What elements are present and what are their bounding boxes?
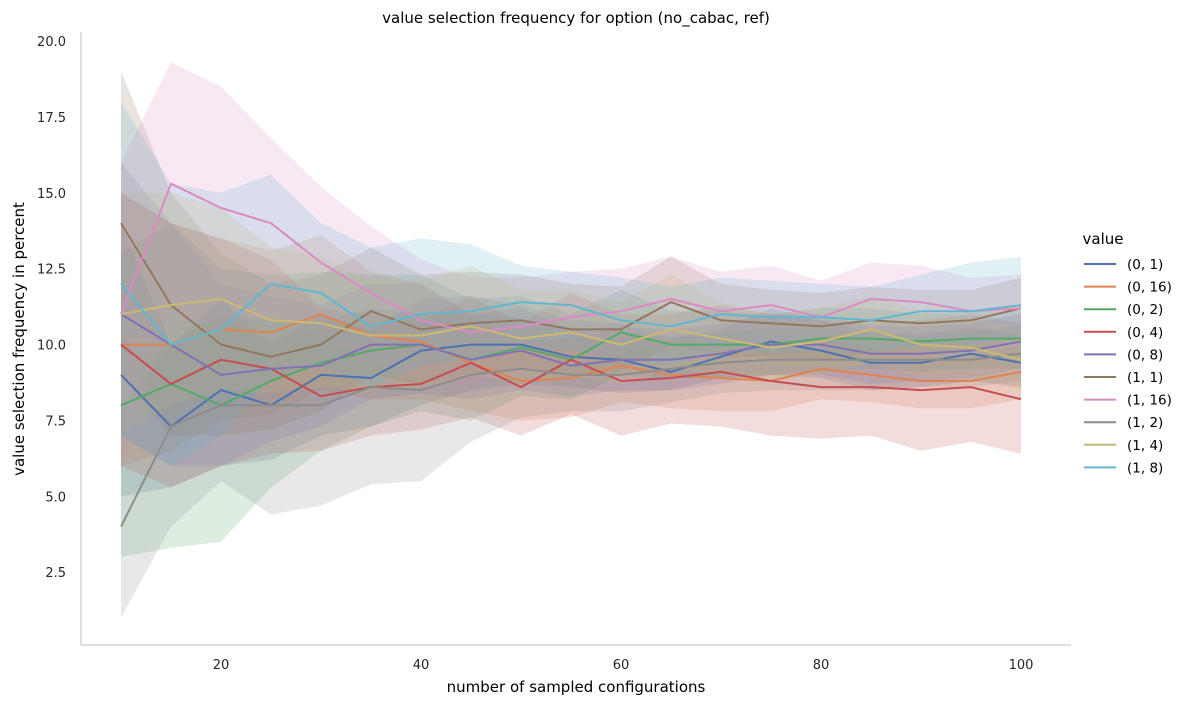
y-tick-labels: 2.5 5.0 7.5 10.0 12.5 15.0 17.5 20.0 bbox=[37, 35, 66, 581]
legend: value (0, 1) (0, 16) (0, 2) (0, 4) (0, 8) (1,… bbox=[1083, 230, 1172, 476]
series-2-confidence-band bbox=[121, 223, 1021, 557]
legend-label: (0, 2) bbox=[1127, 302, 1163, 318]
y-tick-label: 2.5 bbox=[45, 566, 66, 581]
x-tick-label: 80 bbox=[813, 658, 830, 673]
x-tick-labels: 20 40 60 80 100 bbox=[213, 658, 1034, 673]
series-1-line bbox=[121, 313, 1022, 382]
series-8-line bbox=[120, 298, 1022, 361]
legend-label: (1, 2) bbox=[1127, 415, 1163, 431]
x-tick-label: 100 bbox=[1009, 658, 1034, 673]
x-tick-label: 60 bbox=[613, 658, 630, 673]
legend-title: value bbox=[1083, 230, 1124, 248]
y-tick-label: 10.0 bbox=[37, 339, 66, 354]
series-6-line bbox=[120, 182, 1022, 334]
series-9-confidence-band bbox=[121, 101, 1021, 467]
series-7-line bbox=[120, 352, 1022, 528]
series-4-line bbox=[120, 313, 1022, 376]
x-axis-label: number of sampled configurations bbox=[447, 678, 706, 696]
legend-label: (0, 1) bbox=[1127, 257, 1163, 273]
x-tick-label: 20 bbox=[213, 658, 230, 673]
legend-label: (0, 16) bbox=[1127, 280, 1172, 296]
y-tick-label: 7.5 bbox=[45, 414, 66, 429]
y-tick-label: 20.0 bbox=[37, 35, 66, 50]
legend-label: (0, 8) bbox=[1127, 347, 1163, 363]
y-axis-label: value selection frequency in percent bbox=[10, 202, 28, 476]
legend-label: (0, 4) bbox=[1127, 325, 1163, 341]
y-tick-label: 12.5 bbox=[37, 263, 66, 278]
chart-title: value selection frequency for option (no… bbox=[382, 9, 770, 28]
x-tick-label: 40 bbox=[413, 658, 430, 673]
series-lines bbox=[120, 182, 1022, 528]
legend-label: (1, 1) bbox=[1127, 370, 1163, 386]
legend-label: (1, 16) bbox=[1127, 393, 1172, 409]
legend-label: (1, 4) bbox=[1127, 438, 1163, 454]
y-tick-label: 17.5 bbox=[37, 111, 66, 126]
series-4-confidence-band bbox=[121, 162, 1021, 466]
series-3-confidence-band bbox=[121, 192, 1021, 488]
series-1-confidence-band bbox=[121, 192, 1021, 467]
series-6-confidence-band bbox=[121, 62, 1021, 467]
legend-label: (1, 8) bbox=[1127, 460, 1163, 476]
y-tick-label: 5.0 bbox=[45, 490, 66, 505]
series-9-line bbox=[120, 282, 1022, 346]
y-tick-label: 15.0 bbox=[37, 187, 66, 202]
series-7-confidence-band bbox=[121, 308, 1021, 618]
